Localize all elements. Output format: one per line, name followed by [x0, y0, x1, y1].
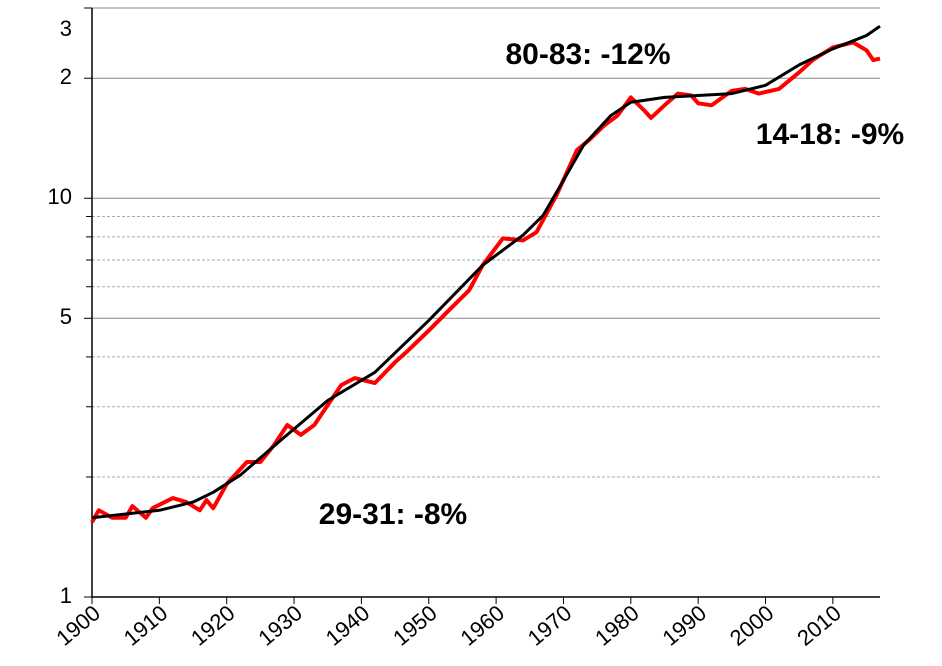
y-tick-label: 1: [60, 583, 72, 608]
x-tick-label: 2010: [792, 600, 846, 651]
x-tick-label: 1960: [455, 600, 509, 651]
x-tick-label: 1980: [590, 600, 644, 651]
y-tick-label: 2: [60, 64, 72, 89]
annotation: 29-31: -8%: [319, 498, 467, 531]
x-tick-label: 1990: [658, 600, 712, 651]
x-tick-label: 1970: [523, 600, 577, 651]
x-tick-label: 1910: [119, 600, 173, 651]
x-tick-label: 2000: [725, 600, 779, 651]
line-series: [91, 24, 881, 520]
x-tick-label: 1950: [388, 600, 442, 651]
annotation: 80-83: -12%: [505, 38, 670, 71]
x-tick-label: 1940: [321, 600, 375, 651]
annotation: 14-18: -9%: [756, 118, 904, 151]
y-tick-label: 3: [60, 16, 72, 41]
x-tick-label: 1920: [186, 600, 240, 651]
line-series: [90, 40, 881, 524]
y-tick-label: 10: [48, 184, 72, 209]
x-tick-label: 1930: [253, 600, 307, 651]
y-tick-label: 5: [60, 304, 72, 329]
